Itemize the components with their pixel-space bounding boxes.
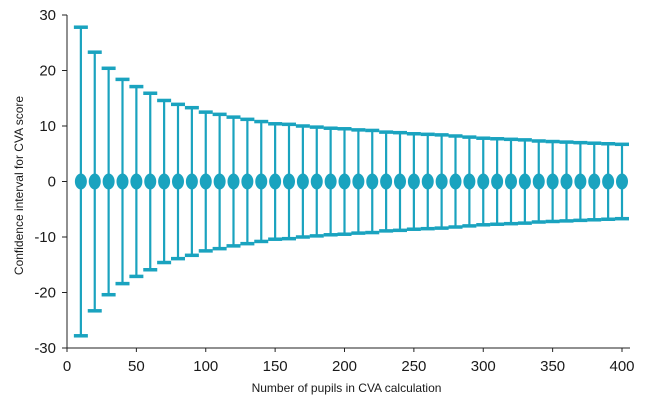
- data-point: [394, 173, 406, 190]
- x-ticks: 0 50 100 150 200 250 300 350 400: [63, 348, 635, 375]
- x-axis-label: Number of pupils in CVA calculation: [252, 381, 442, 395]
- data-point: [338, 173, 351, 190]
- data-point: [366, 173, 379, 190]
- x-tick-label: 350: [540, 358, 565, 375]
- y-tick-label: 10: [39, 118, 56, 135]
- x-tick-label: 0: [63, 358, 71, 375]
- data-point: [518, 173, 531, 190]
- data-point: [602, 173, 615, 190]
- data-point: [144, 173, 157, 190]
- y-tick-label: -20: [34, 285, 56, 302]
- center-points: [74, 173, 628, 190]
- data-point: [532, 173, 545, 190]
- error-bars: [73, 25, 629, 338]
- data-point: [421, 173, 434, 190]
- data-point: [505, 173, 517, 190]
- data-point: [227, 173, 240, 190]
- data-point: [491, 173, 504, 190]
- data-point: [241, 173, 254, 190]
- data-point: [310, 173, 323, 190]
- data-point: [88, 173, 101, 190]
- data-point: [283, 173, 295, 190]
- x-tick-label: 100: [193, 358, 218, 375]
- y-tick-label: 30: [39, 7, 56, 24]
- data-point: [324, 173, 337, 190]
- data-point: [616, 173, 628, 190]
- y-tick-label: 20: [39, 63, 56, 80]
- y-axis-label: Confidence interval for CVA score: [12, 96, 26, 276]
- data-point: [352, 173, 365, 190]
- y-tick-label: 0: [48, 174, 56, 191]
- data-point: [269, 173, 282, 190]
- data-point: [199, 173, 212, 190]
- x-tick-label: 250: [401, 358, 426, 375]
- data-point: [172, 173, 184, 190]
- data-point: [477, 173, 490, 190]
- data-point: [588, 173, 601, 190]
- x-tick-label: 50: [128, 358, 145, 375]
- data-point: [546, 173, 559, 190]
- data-point: [255, 173, 268, 190]
- x-tick-label: 200: [332, 358, 357, 375]
- data-point: [463, 173, 476, 190]
- data-point: [102, 173, 115, 190]
- data-point: [574, 173, 587, 190]
- data-point: [158, 173, 171, 190]
- x-tick-label: 400: [609, 358, 634, 375]
- data-point: [435, 173, 448, 190]
- data-point: [296, 173, 309, 190]
- data-point: [130, 173, 143, 190]
- data-point: [213, 173, 226, 190]
- data-point: [560, 173, 573, 190]
- data-point: [407, 173, 420, 190]
- data-point: [116, 173, 129, 190]
- y-ticks: 30 20 10 0 -10 -20 -30: [34, 7, 67, 357]
- data-point: [185, 173, 198, 190]
- data-point: [380, 173, 393, 190]
- y-tick-label: -30: [34, 340, 56, 357]
- x-tick-label: 300: [471, 358, 496, 375]
- y-tick-label: -10: [34, 229, 56, 246]
- x-tick-label: 150: [263, 358, 288, 375]
- data-point: [449, 173, 462, 190]
- data-point: [74, 173, 87, 190]
